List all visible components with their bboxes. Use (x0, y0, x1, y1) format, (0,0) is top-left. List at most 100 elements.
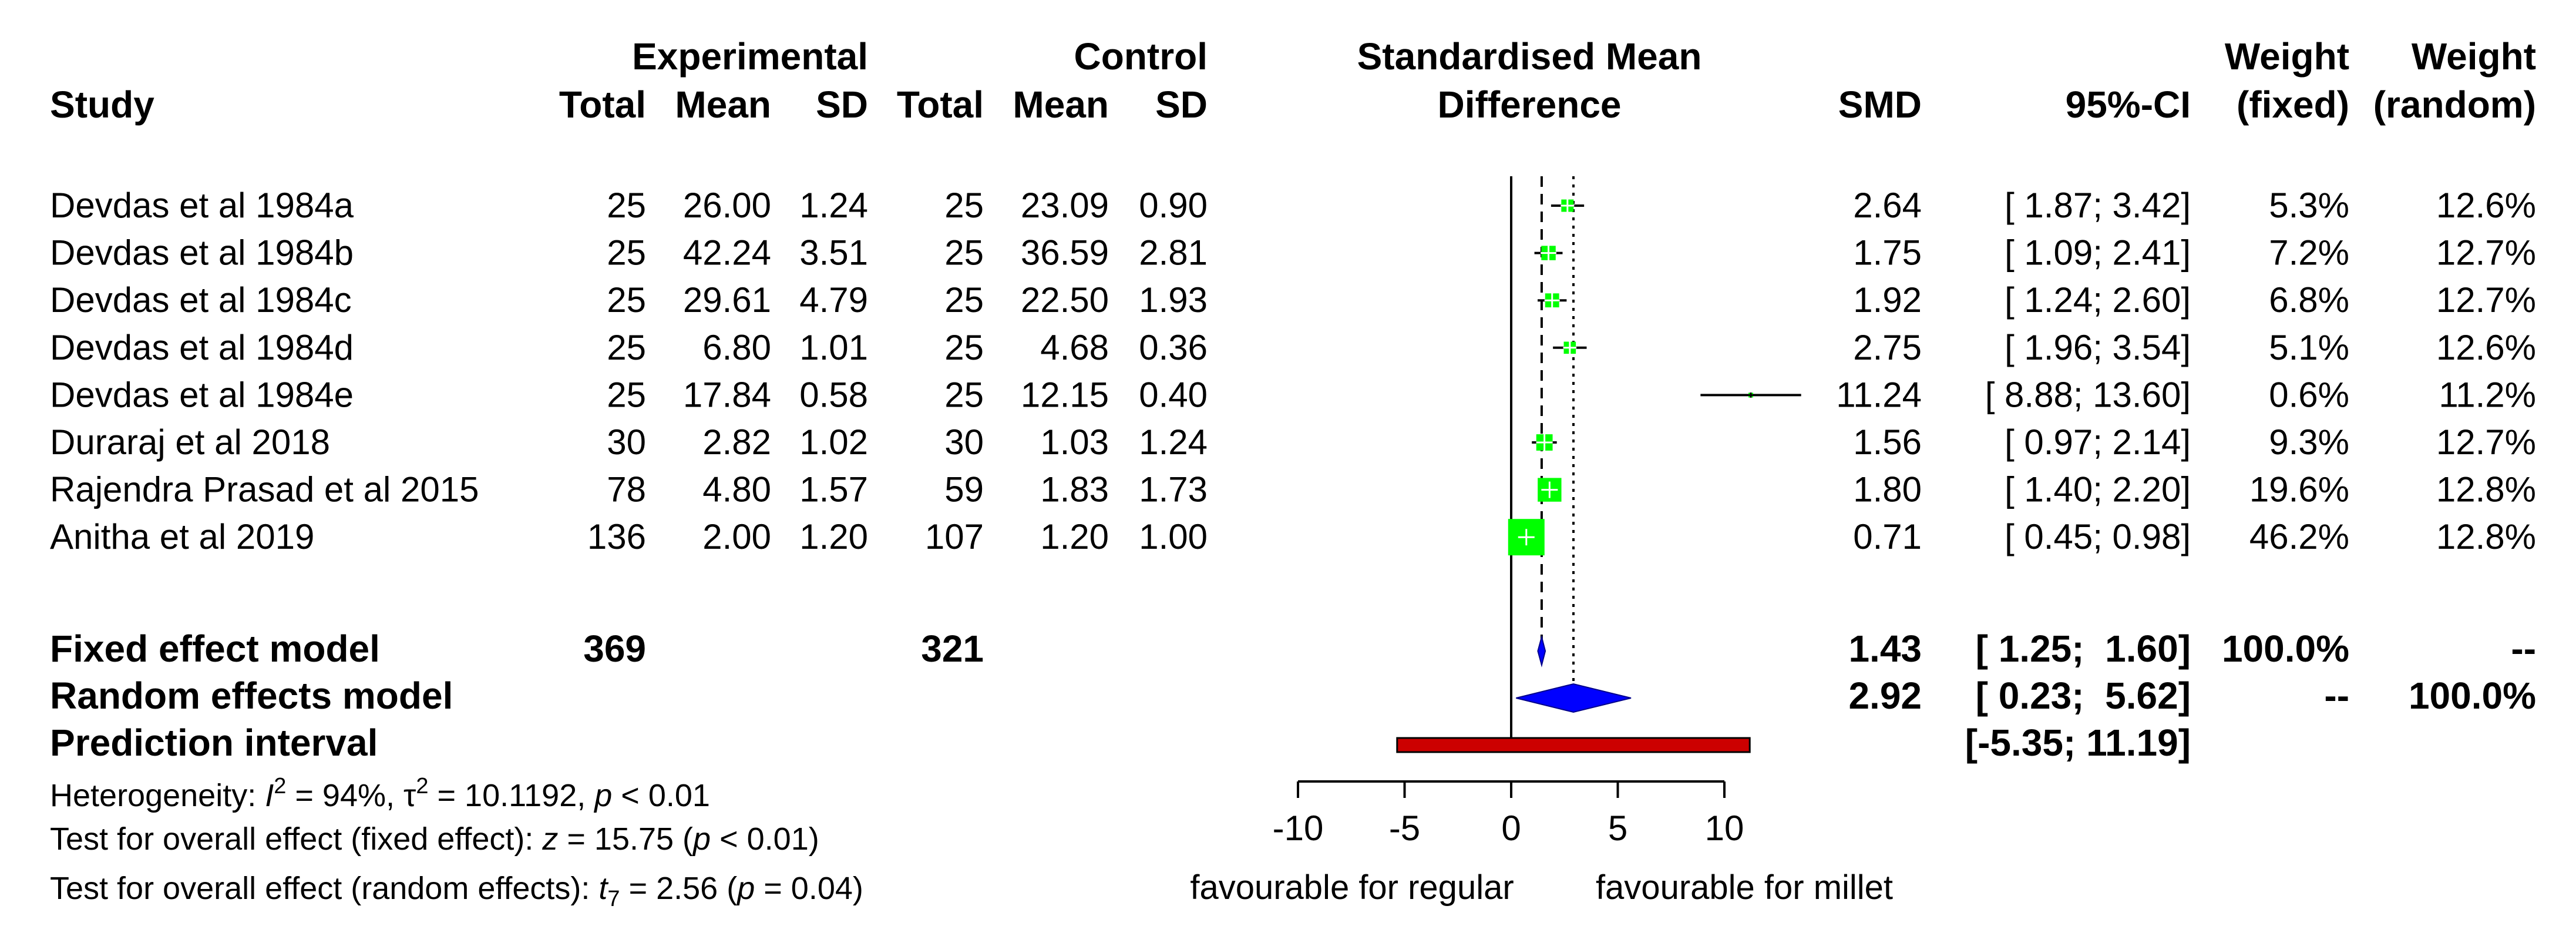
study-name: Duraraj et al 2018 (50, 422, 330, 462)
test-fixed-p-symbol: p (692, 821, 711, 857)
weight-random: 12.7% (2436, 233, 2536, 273)
x-axis-tick-label: 5 (1608, 808, 1627, 848)
header-control: Control (1074, 35, 1208, 78)
header-smd-title-line1: Standardised Mean (1357, 35, 1702, 78)
exp-total: 25 (607, 328, 646, 367)
random-model-ci: [ 0.23; 5.62] (1976, 675, 2191, 717)
study-row: Devdas et al 1984e 25 17.84 0.58 25 12.15 0.40… (50, 375, 2536, 414)
weight-fixed: 19.6% (2249, 470, 2349, 509)
t-symbol: t (598, 871, 608, 906)
exp-mean: 17.84 (683, 375, 771, 414)
weight-fixed: 0.6% (2269, 375, 2349, 414)
study-name: Rajendra Prasad et al 2015 (50, 470, 479, 509)
ctrl-total: 25 (944, 186, 984, 225)
study-rows: Devdas et al 1984a 25 26.00 1.24 25 23.09 0.90… (50, 186, 2536, 556)
plot-area (1297, 176, 1801, 798)
ci-value: [ 1.40; 2.20] (2005, 470, 2191, 509)
exp-mean: 26.00 (683, 186, 771, 225)
ctrl-sd: 0.40 (1139, 375, 1208, 414)
ctrl-mean: 12.15 (1021, 375, 1109, 414)
fixed-model-ci: [ 1.25; 1.60] (1976, 628, 2191, 670)
ci-value: [ 8.88; 13.60] (1985, 375, 2191, 414)
favour-right-label: favourable for millet (1596, 868, 1893, 907)
fixed-model-smd: 1.43 (1848, 628, 1922, 670)
prediction-interval-ci: [-5.35; 11.19] (1965, 722, 2191, 764)
favour-left-label: favourable for regular (1190, 868, 1514, 907)
t-subscript: 7 (607, 887, 620, 911)
pooled-rows: Fixed effect model 369 321 1.43 [ 1.25; … (50, 628, 2536, 764)
het-p-value: < 0.01 (612, 778, 710, 813)
heterogeneity-line: Heterogeneity: I2 = 94%, τ2 = 10.1192, p… (50, 774, 710, 813)
ctrl-sd: 0.90 (1139, 186, 1208, 225)
weight-random: 12.6% (2436, 186, 2536, 225)
fixed-model-label: Fixed effect model (50, 628, 380, 670)
exp-total: 136 (587, 517, 646, 556)
ci-value: [ 0.97; 2.14] (2005, 422, 2191, 462)
study-row: Rajendra Prasad et al 2015 78 4.80 1.57 59 1.… (50, 470, 2536, 509)
x-axis-tick-label: 10 (1705, 808, 1744, 848)
ci-value: [ 1.96; 3.54] (2005, 328, 2191, 367)
i2-symbol: I (265, 778, 274, 813)
ctrl-mean: 4.68 (1040, 328, 1109, 367)
ctrl-total: 107 (925, 517, 984, 556)
smd-value: 1.80 (1853, 470, 1922, 509)
fixed-effect-diamond (1537, 635, 1546, 667)
fixed-model-weight-random: -- (2511, 628, 2536, 670)
study-name: Devdas et al 1984d (50, 328, 354, 367)
random-model-smd: 2.92 (1848, 675, 1922, 717)
exp-sd: 3.51 (799, 233, 868, 273)
header-ctrl-total: Total (897, 83, 984, 126)
ctrl-mean: 23.09 (1021, 186, 1109, 225)
exp-total: 25 (607, 375, 646, 414)
study-row: Devdas et al 1984c 25 29.61 4.79 25 22.50 1.93… (50, 280, 2536, 320)
study-name: Devdas et al 1984b (50, 233, 354, 273)
exp-total: 78 (607, 470, 646, 509)
smd-value: 1.75 (1853, 233, 1922, 273)
ctrl-mean: 22.50 (1021, 280, 1109, 320)
header-exp-total: Total (559, 83, 646, 126)
prediction-interval-label: Prediction interval (50, 722, 378, 764)
random-model-weight-fixed: -- (2324, 675, 2349, 717)
weight-fixed: 7.2% (2269, 233, 2349, 273)
ci-value: [ 1.24; 2.60] (2005, 280, 2191, 320)
x-axis-tick-label: -10 (1273, 808, 1324, 848)
exp-total: 25 (607, 280, 646, 320)
het-p-symbol: p (593, 778, 612, 813)
study-row: Devdas et al 1984a 25 26.00 1.24 25 23.09 0.90… (50, 186, 2536, 225)
column-headers: Experimental Control Standardised Mean W… (50, 35, 2536, 126)
tau-superscript: 2 (416, 774, 428, 799)
exp-sd: 0.58 (799, 375, 868, 414)
header-smd: SMD (1838, 83, 1922, 126)
weight-fixed: 46.2% (2249, 517, 2349, 556)
test-fixed-prefix: Test for overall effect (fixed effect): (50, 821, 542, 857)
test-fixed-line: Test for overall effect (fixed effect): … (50, 821, 819, 857)
ctrl-total: 25 (944, 233, 984, 273)
exp-total: 25 (607, 186, 646, 225)
ctrl-mean: 1.83 (1040, 470, 1109, 509)
weight-fixed: 9.3% (2269, 422, 2349, 462)
exp-mean: 29.61 (683, 280, 771, 320)
z-symbol: z (542, 821, 558, 857)
header-exp-mean: Mean (675, 83, 771, 126)
study-row: Devdas et al 1984b 25 42.24 3.51 25 36.59 2.81… (50, 233, 2536, 273)
weight-fixed: 5.3% (2269, 186, 2349, 225)
ctrl-sd: 1.00 (1139, 517, 1208, 556)
smd-value: 11.24 (1836, 375, 1922, 414)
z-value: = 15.75 ( (558, 821, 693, 857)
exp-mean: 4.80 (702, 470, 771, 509)
exp-sd: 1.02 (799, 422, 868, 462)
ctrl-sd: 1.24 (1139, 422, 1208, 462)
exp-mean: 6.80 (702, 328, 771, 367)
test-random-line: Test for overall effect (random effects)… (50, 871, 863, 911)
weight-random: 12.6% (2436, 328, 2536, 367)
exp-total: 30 (607, 422, 646, 462)
ci-value: [ 1.87; 3.42] (2005, 186, 2191, 225)
ctrl-mean: 1.03 (1040, 422, 1109, 462)
header-exp-sd: SD (816, 83, 868, 126)
exp-mean: 42.24 (683, 233, 771, 273)
smd-value: 2.64 (1853, 186, 1922, 225)
study-name: Devdas et al 1984c (50, 280, 352, 320)
exp-sd: 1.24 (799, 186, 868, 225)
tau-symbol: τ (403, 778, 416, 813)
